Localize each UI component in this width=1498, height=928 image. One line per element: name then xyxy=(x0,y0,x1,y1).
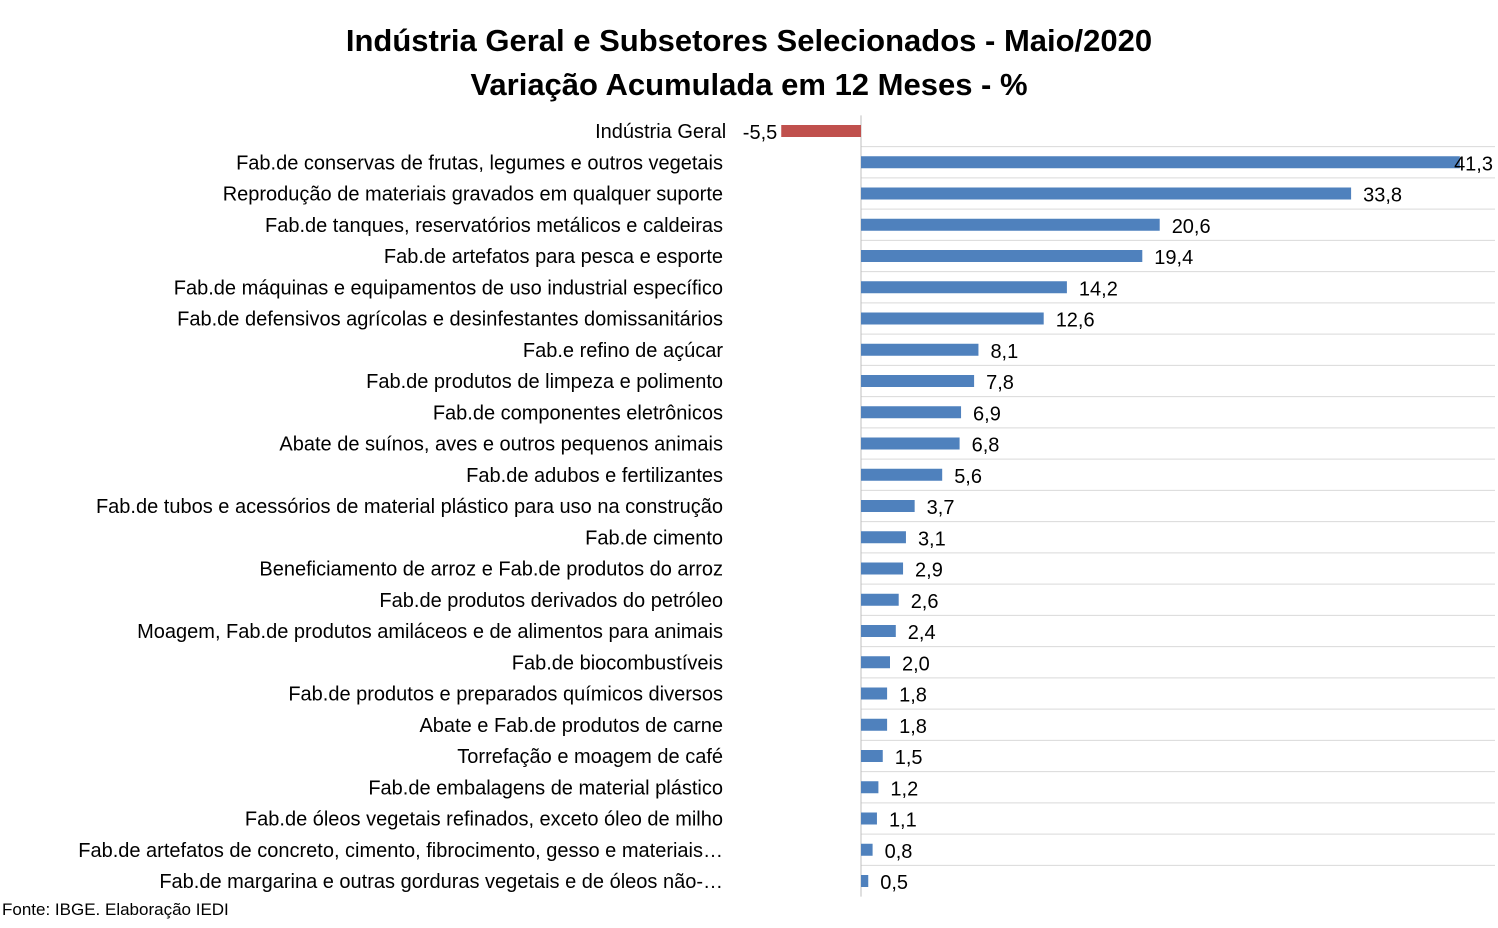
bar xyxy=(861,625,896,637)
category-label: Fab.de defensivos agrícolas e desinfesta… xyxy=(177,309,723,331)
bar xyxy=(861,656,890,669)
category-label: Moagem, Fab.de produtos amiláceos e de a… xyxy=(137,621,723,643)
category-label: Fab.de produtos de limpeza e polimento xyxy=(366,371,723,393)
value-label: 14,2 xyxy=(1079,278,1118,300)
bar xyxy=(861,218,1160,231)
bar xyxy=(861,593,899,606)
bar xyxy=(861,750,883,762)
category-label: Fab.e refino de açúcar xyxy=(523,340,723,362)
bar xyxy=(861,156,1460,169)
value-label: 8,1 xyxy=(990,341,1018,363)
bar xyxy=(861,406,962,419)
bar xyxy=(861,562,904,575)
bar xyxy=(861,875,869,887)
bar xyxy=(861,437,960,450)
bar xyxy=(861,781,879,794)
bar xyxy=(861,312,1044,325)
value-label: 1,1 xyxy=(889,810,917,832)
value-label: 2,0 xyxy=(902,653,930,675)
value-label: 19,4 xyxy=(1154,247,1193,269)
value-label: 3,7 xyxy=(927,497,955,519)
value-label: 0,8 xyxy=(885,841,913,863)
bar xyxy=(781,125,861,137)
value-label: 1,2 xyxy=(890,778,918,800)
category-label: Fab.de tanques, reservatórios metálicos … xyxy=(265,215,723,237)
bar xyxy=(861,687,888,700)
value-label: 7,8 xyxy=(986,372,1014,394)
category-label: Reprodução de materiais gravados em qual… xyxy=(223,184,723,206)
value-label: -5,5 xyxy=(743,122,777,144)
category-label: Fab.de produtos e preparados químicos di… xyxy=(288,684,723,706)
value-label: 2,4 xyxy=(908,622,936,644)
category-label: Fab.de cimento xyxy=(585,527,723,549)
value-label: 5,6 xyxy=(954,466,982,488)
chart-title: Indústria Geral e Subsetores Selecionado… xyxy=(345,23,1153,58)
source-note: Fonte: IBGE. Elaboração IEDI xyxy=(2,900,229,919)
bar xyxy=(861,468,943,481)
value-label: 0,5 xyxy=(880,872,908,894)
bar-layer xyxy=(781,125,1460,887)
bar xyxy=(861,718,888,731)
category-label: Fab.de artefatos de concreto, cimento, f… xyxy=(78,840,723,862)
bar xyxy=(861,843,873,856)
category-label: Fab.de biocombustíveis xyxy=(512,652,723,674)
category-label: Fab.de componentes eletrônicos xyxy=(433,402,723,424)
value-label: 1,5 xyxy=(895,747,923,769)
value-label: 3,1 xyxy=(918,528,946,550)
category-label: Fab.de margarina e outras gorduras veget… xyxy=(159,871,723,893)
value-label: 2,6 xyxy=(911,591,939,613)
value-label: 20,6 xyxy=(1172,216,1211,238)
bar xyxy=(861,531,906,544)
category-label: Fab.de produtos derivados do petróleo xyxy=(379,590,723,612)
bar xyxy=(861,343,979,356)
category-label: Beneficiamento de arroz e Fab.de produto… xyxy=(259,559,723,581)
value-label: 33,8 xyxy=(1363,185,1402,207)
category-label: Indústria Geral xyxy=(595,121,726,143)
category-label: Fab.de artefatos para pesca e esporte xyxy=(384,246,723,268)
category-label: Fab.de adubos e fertilizantes xyxy=(466,465,723,487)
bar xyxy=(861,500,915,512)
value-label: 12,6 xyxy=(1056,310,1095,332)
label-layer: Indústria Geral -5,5 Fab.de conservas de f… xyxy=(78,121,1493,894)
category-label: Fab.de embalagens de material plástico xyxy=(368,777,723,799)
category-label: Fab.de óleos vegetais refinados, exceto … xyxy=(245,809,723,831)
value-label: 41,3 xyxy=(1454,153,1493,175)
category-label: Torrefação e moagem de café xyxy=(457,746,723,768)
bar xyxy=(861,187,1352,200)
category-label: Abate e Fab.de produtos de carne xyxy=(419,715,723,737)
category-label: Fab.de tubos e acessórios de material pl… xyxy=(96,496,723,518)
value-label: 6,9 xyxy=(973,403,1001,425)
category-label: Fab.de conservas de frutas, legumes e ou… xyxy=(236,152,723,174)
bar xyxy=(861,281,1067,294)
value-label: 1,8 xyxy=(899,685,927,707)
value-label: 1,8 xyxy=(899,716,927,738)
category-label: Abate de suínos, aves e outros pequenos … xyxy=(279,434,723,456)
bar xyxy=(861,375,975,387)
category-label: Fab.de máquinas e equipamentos de uso in… xyxy=(174,277,723,299)
bar-chart: Indústria Geral -5,5 Fab.de conservas de f… xyxy=(78,115,1495,897)
bar xyxy=(861,250,1143,262)
bar xyxy=(861,812,877,825)
value-label: 6,8 xyxy=(972,435,1000,457)
value-label: 2,9 xyxy=(915,560,943,582)
chart-subtitle: Variação Acumulada em 12 Meses - % xyxy=(470,67,1028,102)
